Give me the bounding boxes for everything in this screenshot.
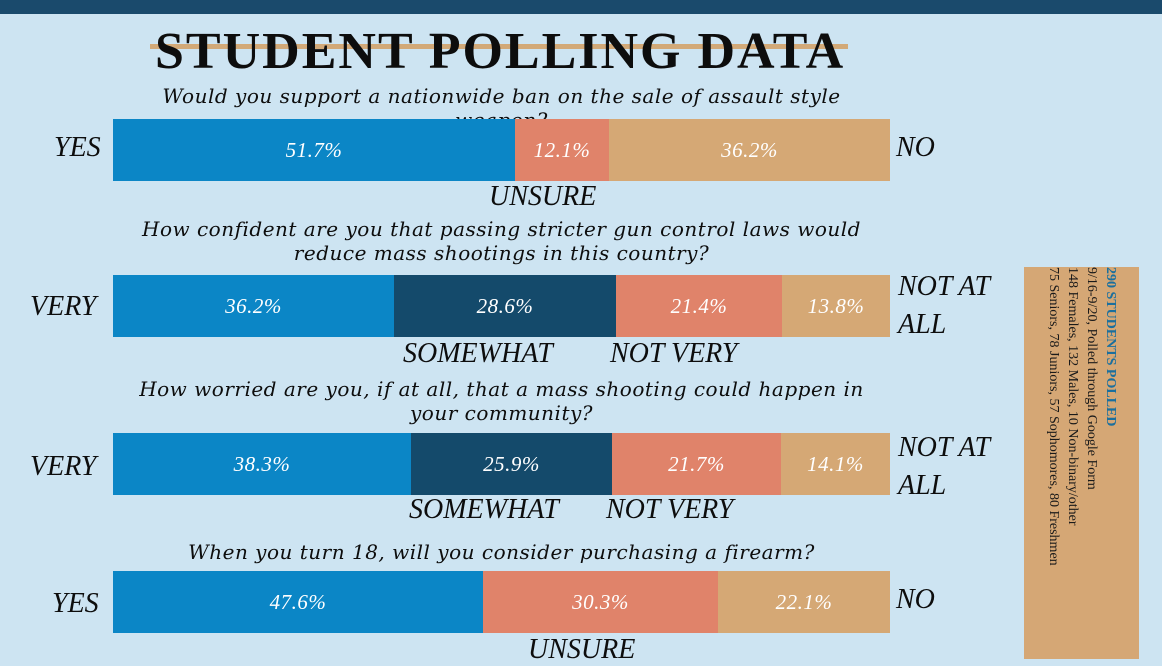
q3-left-label: VERY	[30, 451, 97, 482]
question-4: When you turn 18, will you consider purc…	[188, 540, 815, 564]
q1-under-label-unsure: UNSURE	[489, 181, 597, 212]
question-2: How confident are you that passing stric…	[142, 217, 861, 265]
bar-segment-yes: 51.7%	[113, 119, 515, 181]
q3-under-label-somewhat: SOMEWHAT	[409, 494, 559, 525]
question-3: How worried are you, if at all, that a m…	[139, 377, 864, 425]
bar-segment-very: 38.3%	[113, 433, 411, 495]
bar-value-label: 22.1%	[775, 589, 833, 614]
q2-left-label: VERY	[30, 291, 97, 322]
q2-bar: 36.2% 28.6% 21.4% 13.8%	[113, 275, 890, 337]
bar-value-label: 36.2%	[225, 293, 282, 318]
poll-info-panel: 290 STUDENTS POLLED 9/16-9/20, Polled th…	[1024, 267, 1139, 659]
bar-value-label: 51.7%	[285, 137, 343, 162]
title-rule	[150, 44, 848, 49]
q4-under-label-unsure: UNSURE	[528, 634, 636, 665]
bar-segment-yes: 47.6%	[113, 571, 483, 633]
bar-value-label: 12.1%	[533, 137, 591, 162]
q2-right-label: NOT AT ALL	[898, 271, 990, 340]
bar-segment-somewhat: 28.6%	[394, 275, 616, 337]
bar-segment-no: 36.2%	[609, 119, 890, 181]
bar-value-label: 36.2%	[721, 137, 778, 162]
bar-value-label: 25.9%	[483, 451, 540, 476]
q4-bar: 47.6% 30.3% 22.1%	[113, 571, 890, 633]
q3-bar: 38.3% 25.9% 21.7% 14.1%	[113, 433, 890, 495]
poll-info-dates: 9/16-9/20, Polled through Google Form	[1083, 267, 1099, 490]
q3-right-label: NOT AT ALL	[898, 432, 990, 501]
bar-segment-unsure: 12.1%	[515, 119, 609, 181]
bar-value-label: 21.4%	[670, 293, 728, 318]
bar-value-label: 30.3%	[572, 589, 629, 614]
q2-under-label-somewhat: SOMEWHAT	[403, 338, 553, 369]
bar-segment-not-very: 21.7%	[612, 433, 781, 495]
bar-value-label: 28.6%	[476, 293, 534, 318]
q1-bar: 51.7% 12.1% 36.2%	[113, 119, 890, 181]
page-title: STUDENT POLLING DATA	[155, 23, 846, 80]
bar-value-label: 13.8%	[807, 293, 865, 318]
bar-segment-unsure: 30.3%	[483, 571, 718, 633]
bar-segment-not-at-all: 14.1%	[781, 433, 890, 495]
bar-segment-not-very: 21.4%	[616, 275, 782, 337]
bar-segment-very: 36.2%	[113, 275, 394, 337]
q3-under-label-not-very: NOT VERY	[606, 494, 734, 525]
q4-right-label: NO	[896, 584, 935, 615]
q4-left-label: YES	[52, 588, 99, 619]
poll-info-gender: 148 Females, 132 Males, 10 Non-binary/ot…	[1064, 267, 1080, 526]
q2-under-label-not-very: NOT VERY	[610, 338, 738, 369]
bar-segment-no: 22.1%	[718, 571, 890, 633]
poll-info-heading: 290 STUDENTS POLLED	[1102, 267, 1118, 427]
top-bar	[0, 0, 1162, 14]
bar-segment-not-at-all: 13.8%	[782, 275, 890, 337]
bar-segment-somewhat: 25.9%	[411, 433, 612, 495]
q1-left-label: YES	[54, 132, 101, 163]
poll-info-grades: 75 Seniors, 78 Juniors, 57 Sophomores, 8…	[1045, 267, 1061, 566]
bar-value-label: 38.3%	[233, 451, 291, 476]
q1-right-label: NO	[896, 132, 935, 163]
poll-info-text: 290 STUDENTS POLLED 9/16-9/20, Polled th…	[1044, 267, 1120, 659]
bar-value-label: 21.7%	[668, 451, 725, 476]
bar-value-label: 47.6%	[269, 589, 327, 614]
bar-value-label: 14.1%	[807, 451, 864, 476]
